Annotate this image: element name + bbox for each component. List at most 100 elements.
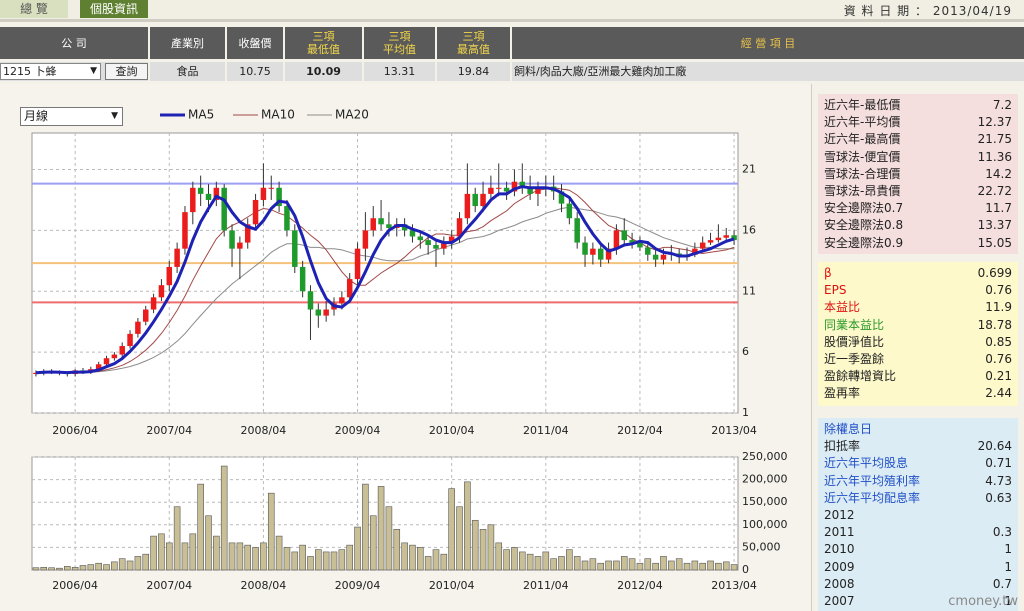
volume-bar bbox=[103, 564, 110, 571]
ratio-panel: β 0.699 EPS 0.76 本益比 11.9 同業本益比 18.78 股價淨值比 0.85 近… bbox=[818, 262, 1018, 406]
valuation-panel: 近六年-最低價 7.2 近六年-平均價 12.37 近六年-最高價 21.75 雪球法-便宜… bbox=[818, 94, 1018, 254]
row-value: 0.85 bbox=[985, 334, 1012, 349]
volume-bar bbox=[534, 556, 542, 571]
candle-body bbox=[637, 242, 643, 248]
x-tick-label: 2009/04 bbox=[335, 579, 381, 592]
candle-body bbox=[660, 254, 667, 260]
candle-body bbox=[519, 181, 526, 187]
row-label: 扣抵率 bbox=[824, 439, 861, 454]
period-select[interactable]: 月線 ▼ bbox=[20, 107, 123, 126]
row-value: 14.2 bbox=[985, 166, 1012, 181]
volume-bar bbox=[699, 562, 706, 571]
volume-bar bbox=[613, 560, 620, 571]
panel-row: 雪球法-便宜價 11.36 bbox=[824, 149, 1012, 166]
candle-body bbox=[590, 248, 596, 255]
row-label: 2007 bbox=[824, 593, 855, 608]
col-header: 經 營 項 目 bbox=[512, 27, 1024, 59]
panel-row: 盈再率 2.44 bbox=[824, 385, 1012, 402]
volume-bar bbox=[715, 562, 722, 571]
ma-line bbox=[35, 206, 735, 374]
candle-body bbox=[566, 203, 573, 219]
row-label: EPS bbox=[824, 283, 847, 298]
volume-bar bbox=[683, 562, 691, 571]
candle-body bbox=[111, 354, 118, 359]
col-header: 產業別 bbox=[150, 27, 225, 59]
volume-bar bbox=[213, 535, 220, 571]
panel-row: 安全邊際法0.9 15.05 bbox=[824, 235, 1012, 252]
candle-body bbox=[362, 230, 369, 249]
row-value: 1 bbox=[1004, 593, 1012, 608]
row-label: 雪球法-昂貴價 bbox=[824, 183, 901, 198]
volume-bar bbox=[707, 560, 714, 571]
row-label: 安全邊際法0.9 bbox=[824, 235, 904, 250]
volume-bar bbox=[409, 544, 416, 571]
volume-bar bbox=[228, 542, 236, 571]
y-tick-label: 0 bbox=[742, 563, 749, 576]
candle-body bbox=[103, 358, 110, 365]
volume-bar bbox=[597, 562, 605, 571]
tab[interactable]: 總 覽 bbox=[0, 0, 68, 18]
volume-bar bbox=[283, 547, 291, 571]
x-tick-label: 2013/04 bbox=[711, 424, 757, 437]
candle-body bbox=[299, 266, 306, 292]
panel-row: 雪球法-昂貴價 22.72 bbox=[824, 183, 1012, 200]
volume-bar bbox=[291, 551, 299, 571]
row-value: 4.73 bbox=[985, 473, 1012, 488]
tab-active[interactable]: 個股資訊 bbox=[80, 0, 148, 18]
volume-bar bbox=[503, 549, 510, 571]
row-label: β bbox=[824, 266, 832, 280]
volume-bar bbox=[730, 564, 738, 571]
candle-body bbox=[692, 248, 698, 255]
panel-row: 安全邊際法0.7 11.7 bbox=[824, 200, 1012, 217]
candle-body bbox=[645, 247, 651, 255]
volume-bar bbox=[691, 560, 699, 571]
row-value: 2.44 bbox=[985, 386, 1012, 401]
candle-body bbox=[166, 266, 173, 286]
volume-bar bbox=[605, 560, 612, 571]
stock-select[interactable]: 1215 卜蜂 ▼ bbox=[0, 63, 101, 80]
volume-bar bbox=[440, 553, 448, 571]
volume-bar bbox=[118, 558, 126, 571]
candle-body bbox=[95, 364, 102, 370]
legend-label: MA5 bbox=[188, 108, 214, 122]
volume-bar bbox=[377, 486, 385, 571]
candle-body bbox=[237, 242, 243, 249]
footer: cmoney.tw bbox=[948, 594, 1018, 609]
candle-body bbox=[511, 181, 518, 192]
candle-body bbox=[158, 285, 165, 298]
query-button[interactable]: 查詢 bbox=[105, 63, 148, 80]
row-value: 0.699 bbox=[977, 266, 1012, 280]
candle-body bbox=[480, 193, 486, 207]
row-value: 1 bbox=[1004, 559, 1012, 574]
panel-row: β 0.699 bbox=[824, 265, 1012, 282]
panel-row: 本益比 11.9 bbox=[824, 299, 1012, 316]
row-value: 0.7 bbox=[992, 576, 1012, 591]
candle-body bbox=[174, 248, 180, 267]
col-header-text: 收盤價 bbox=[238, 36, 272, 50]
candle-body bbox=[652, 254, 659, 260]
panel-row: 同業本益比 18.78 bbox=[824, 317, 1012, 334]
volume-bar bbox=[628, 558, 636, 571]
panel-row: 2011 0.3 bbox=[824, 524, 1012, 541]
dropdown-arrow: ▼ bbox=[90, 66, 97, 76]
panel-title: 除權息日 bbox=[824, 422, 873, 436]
candle-body bbox=[629, 240, 635, 243]
x-tick-label: 2009/04 bbox=[335, 424, 381, 437]
candle-body bbox=[699, 242, 706, 249]
candle-body bbox=[339, 297, 345, 304]
panel-row: EPS 0.76 bbox=[824, 282, 1012, 299]
volume-bar bbox=[134, 556, 142, 571]
row-label: 同業本益比 bbox=[824, 317, 885, 332]
candle-body bbox=[260, 187, 267, 200]
volume-bar bbox=[495, 542, 503, 571]
volume-bar bbox=[322, 551, 330, 571]
volume-bar bbox=[542, 551, 550, 571]
panel-row: 2012 bbox=[824, 507, 1012, 524]
candle-body bbox=[268, 187, 275, 189]
volume-bar bbox=[40, 566, 48, 571]
col-header: 三項 最高值 bbox=[437, 27, 510, 59]
volume-bar bbox=[636, 562, 644, 571]
volume-bar bbox=[48, 567, 55, 571]
volume-bar bbox=[511, 547, 518, 571]
row-label: 近一季盈餘 bbox=[824, 351, 885, 366]
